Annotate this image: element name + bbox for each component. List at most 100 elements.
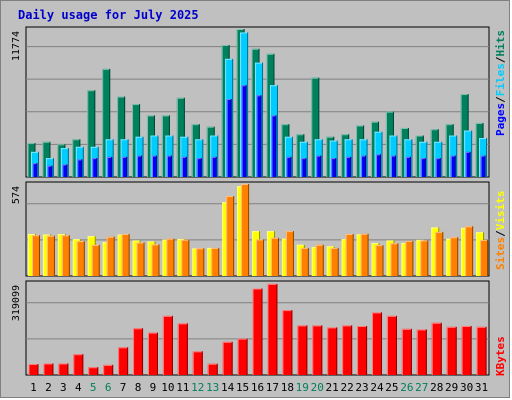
day-label-13: 13 <box>206 381 219 394</box>
bar-kbytes-day-13 <box>207 363 218 375</box>
bar-pages-day-26 <box>405 156 411 177</box>
bar-sites-day-16 <box>256 239 265 276</box>
day-label-31: 31 <box>475 381 488 394</box>
bar-hits-day-6 <box>102 68 111 177</box>
day-label-10: 10 <box>161 381 174 394</box>
day-label-14: 14 <box>221 381 235 394</box>
bar-kbytes-day-31 <box>476 326 487 375</box>
day-label-17: 17 <box>266 381 279 394</box>
bar-pages-day-8 <box>137 155 143 177</box>
day-label-5: 5 <box>90 381 97 394</box>
day-label-27: 27 <box>415 381 428 394</box>
bar-sites-day-12 <box>196 248 205 276</box>
bar-kbytes-day-30 <box>461 325 472 375</box>
day-label-16: 16 <box>251 381 264 394</box>
bar-sites-day-2 <box>46 235 55 276</box>
bar-kbytes-day-4 <box>73 354 84 375</box>
bar-hits-day-20 <box>311 77 320 177</box>
bar-pages-day-12 <box>196 158 202 177</box>
bar-files-day-3 <box>60 148 69 177</box>
bar-kbytes-day-20 <box>312 325 323 375</box>
bar-kbytes-day-14 <box>222 341 233 375</box>
bar-sites-day-6 <box>106 236 115 276</box>
bar-kbytes-day-28 <box>431 322 442 375</box>
scale-label-kbytes: 319099 <box>11 285 22 321</box>
bar-pages-day-28 <box>435 158 441 177</box>
bar-pages-day-19 <box>301 158 307 177</box>
bar-pages-day-27 <box>420 158 426 177</box>
bar-kbytes-day-10 <box>162 315 173 375</box>
bar-kbytes-day-17 <box>267 283 278 375</box>
day-label-18: 18 <box>281 381 294 394</box>
bar-sites-day-14 <box>226 196 235 276</box>
bar-sites-day-23 <box>360 233 369 276</box>
day-label-29: 29 <box>445 381 458 394</box>
bar-files-day-11 <box>180 136 189 177</box>
bar-pages-day-17 <box>271 115 277 177</box>
bar-sites-day-7 <box>121 234 130 276</box>
bar-kbytes-day-7 <box>118 347 129 375</box>
bar-files-day-13 <box>210 135 219 177</box>
bar-kbytes-day-1 <box>28 364 39 375</box>
bar-pages-day-11 <box>181 156 187 177</box>
bar-kbytes-day-3 <box>58 363 69 375</box>
bar-pages-day-9 <box>151 155 157 177</box>
bar-kbytes-day-2 <box>43 363 54 375</box>
bar-pages-day-7 <box>122 156 128 177</box>
bar-sites-day-4 <box>76 241 85 276</box>
bar-kbytes-day-5 <box>88 367 99 375</box>
bar-kbytes-day-21 <box>327 327 338 375</box>
day-label-23: 23 <box>355 381 368 394</box>
bar-kbytes-day-22 <box>342 325 353 375</box>
bar-pages-day-4 <box>77 159 83 177</box>
bar-kbytes-day-25 <box>386 315 397 375</box>
day-label-2: 2 <box>45 381 52 394</box>
day-label-15: 15 <box>236 381 249 394</box>
day-label-22: 22 <box>340 381 353 394</box>
day-label-26: 26 <box>400 381 413 394</box>
day-label-11: 11 <box>176 381 189 394</box>
bar-pages-day-5 <box>92 158 98 177</box>
bar-sites-day-5 <box>91 244 100 276</box>
bar-pages-day-23 <box>361 155 367 177</box>
legend-top: Pages/Files/Hits <box>494 30 507 136</box>
bar-pages-day-21 <box>331 158 337 177</box>
bar-sites-day-25 <box>390 243 399 276</box>
bar-pages-day-15 <box>241 85 247 177</box>
scale-label-visits-sites: 574 <box>11 186 22 204</box>
bar-sites-day-19 <box>300 247 309 276</box>
bar-pages-day-30 <box>465 151 471 177</box>
day-label-1: 1 <box>30 381 37 394</box>
bar-pages-day-16 <box>256 95 262 177</box>
bar-kbytes-day-15 <box>237 338 248 375</box>
bar-sites-day-30 <box>465 226 474 276</box>
bar-sites-day-9 <box>151 244 160 276</box>
day-label-30: 30 <box>460 381 473 394</box>
bar-kbytes-day-6 <box>103 364 114 375</box>
bar-sites-day-27 <box>420 240 429 276</box>
bar-kbytes-day-19 <box>297 325 308 375</box>
bar-sites-day-8 <box>136 242 145 276</box>
bar-kbytes-day-29 <box>446 326 457 375</box>
bar-kbytes-day-18 <box>282 310 293 375</box>
legend-legend-middle-item-0: Sites <box>494 237 507 270</box>
bar-kbytes-day-26 <box>401 328 412 375</box>
day-label-12: 12 <box>191 381 204 394</box>
bar-pages-day-3 <box>62 164 68 177</box>
bar-sites-day-29 <box>450 237 459 276</box>
legend-legend-top-item-1: / <box>494 96 507 103</box>
legend-legend-top-item-0: Pages <box>494 103 507 136</box>
day-label-20: 20 <box>311 381 324 394</box>
bar-pages-day-2 <box>47 165 53 177</box>
bar-sites-day-21 <box>330 247 339 276</box>
day-label-6: 6 <box>105 381 112 394</box>
bar-kbytes-day-24 <box>372 312 383 375</box>
legend-legend-middle-item-1: / <box>494 230 507 237</box>
bar-pages-day-20 <box>316 155 322 177</box>
bar-sites-day-28 <box>435 231 444 276</box>
bar-pages-day-14 <box>226 99 232 177</box>
bar-sites-day-17 <box>270 237 279 276</box>
scale-label-hits-files-pages: 11774 <box>11 31 22 61</box>
bar-hits-day-7 <box>117 96 126 177</box>
